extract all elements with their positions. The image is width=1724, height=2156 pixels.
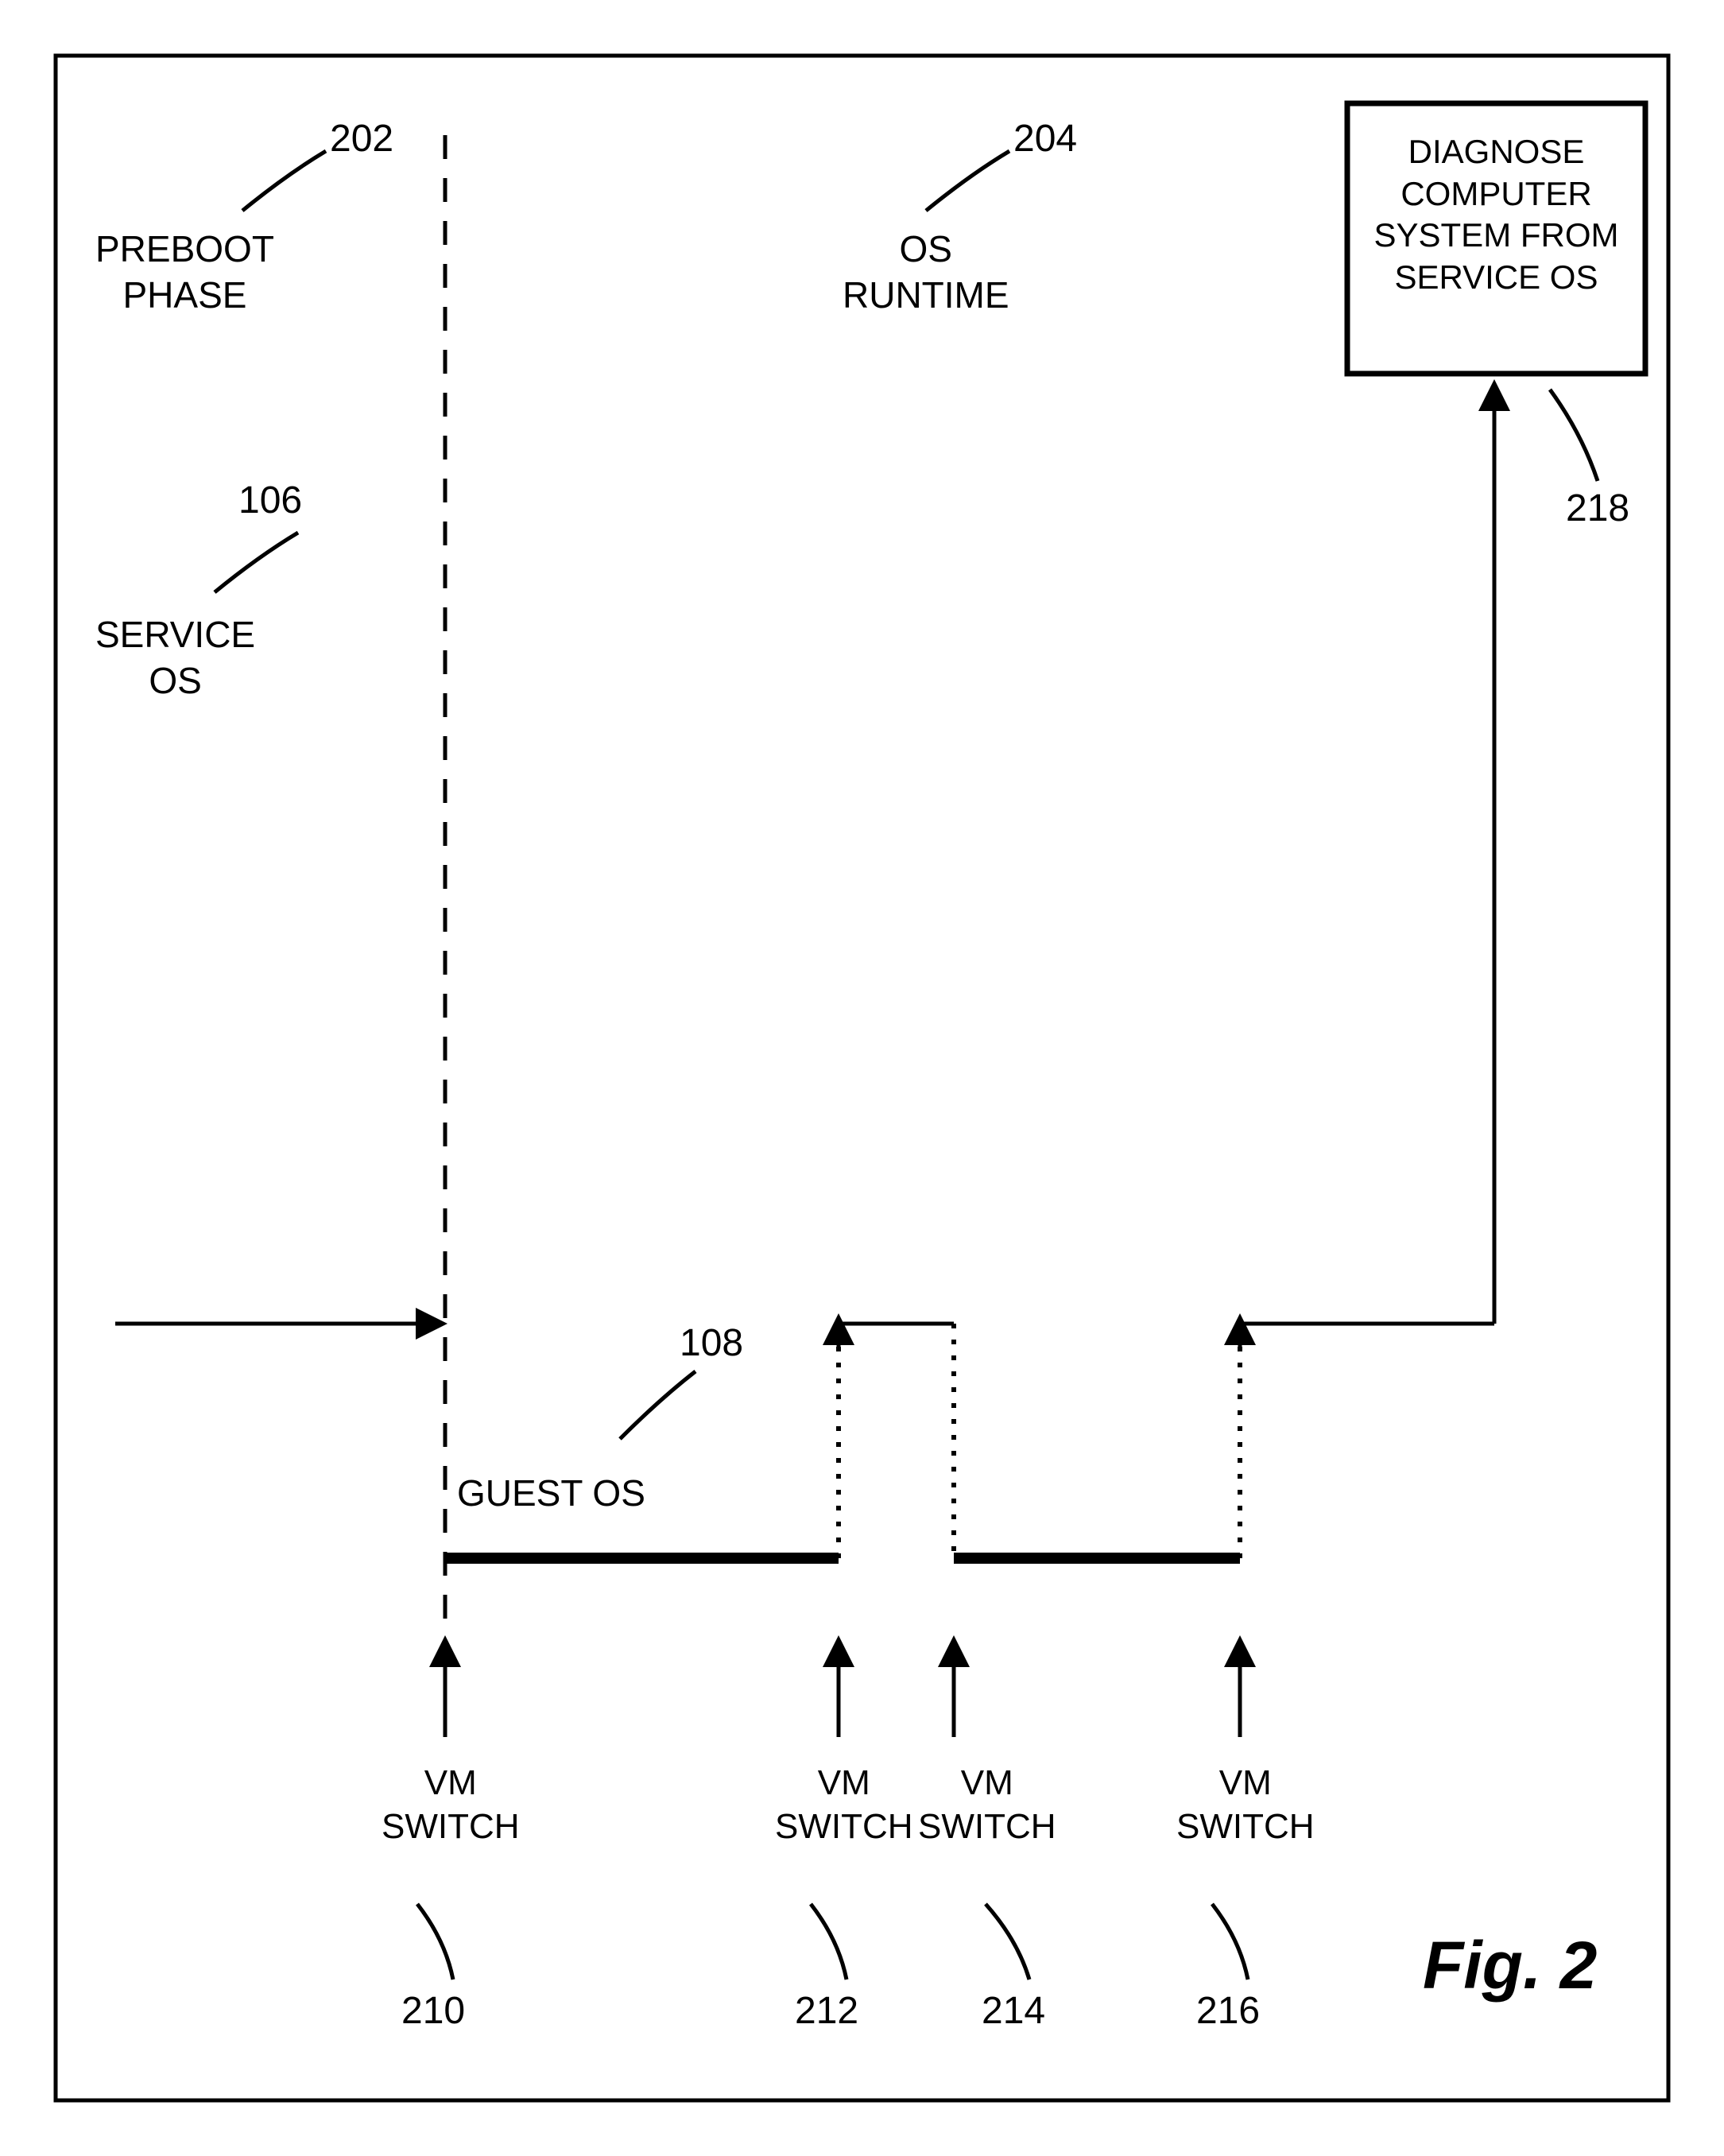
- ref-106: 106: [238, 477, 302, 525]
- ref-204: 204: [1013, 115, 1077, 163]
- ref-212: 212: [795, 1987, 858, 2035]
- diagram-canvas: PREBOOT PHASE OS RUNTIME SERVICE OS GUES…: [0, 0, 1724, 2156]
- vm-switch-label-2: VM SWITCH: [775, 1761, 913, 1848]
- vm-switch-label-3: VM SWITCH: [918, 1761, 1056, 1848]
- preboot-phase-label: PREBOOT PHASE: [95, 227, 274, 318]
- guest-os-label: GUEST OS: [457, 1471, 645, 1517]
- ref-210: 210: [401, 1987, 465, 2035]
- service-os-label: SERVICE OS: [95, 612, 255, 704]
- ref-218: 218: [1566, 485, 1629, 533]
- diagnose-box-label: DIAGNOSE COMPUTER SYSTEM FROM SERVICE OS: [1363, 131, 1629, 298]
- ref-202: 202: [330, 115, 393, 163]
- vm-switch-label-1: VM SWITCH: [382, 1761, 520, 1848]
- ref-216: 216: [1196, 1987, 1260, 2035]
- figure-label: Fig. 2: [1423, 1924, 1597, 2007]
- ref-214: 214: [982, 1987, 1045, 2035]
- os-runtime-label: OS RUNTIME: [843, 227, 1009, 318]
- vm-switch-label-4: VM SWITCH: [1176, 1761, 1315, 1848]
- ref-108: 108: [680, 1320, 743, 1367]
